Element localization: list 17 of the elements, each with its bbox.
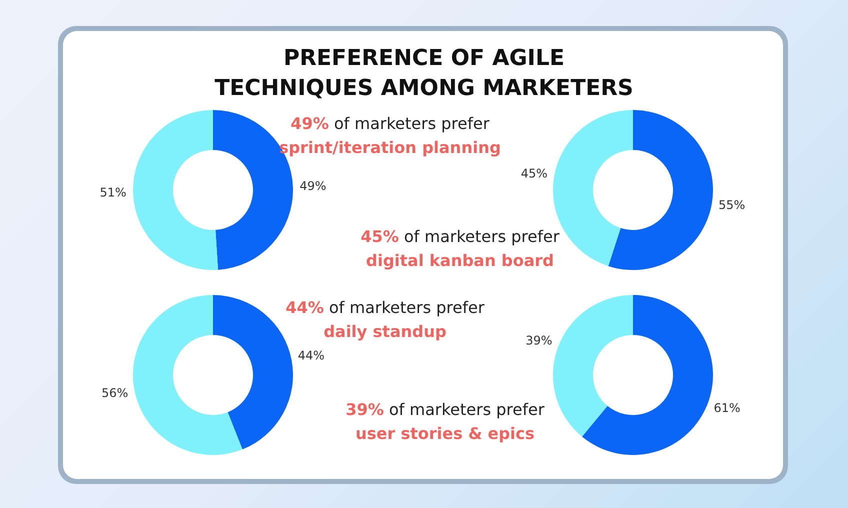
text: 45% of marketers prefer (360, 226, 560, 248)
data-label: 45% (520, 166, 548, 180)
data-label: 51% (100, 185, 126, 200)
text: PREFERENCE OF AGILE TECHNIQUES AMONG MARKETERS (214, 45, 634, 103)
text: 39% of marketers prefer (344, 399, 546, 421)
text: 44% of marketers prefer (284, 297, 486, 319)
data-label: 39% (526, 333, 552, 348)
data-label: 61% (714, 401, 740, 415)
data-label: 55% (718, 198, 746, 212)
data-label: 44% (298, 348, 325, 362)
data-label: 56% (101, 386, 128, 400)
text: sprint/iteration planning (278, 137, 502, 159)
text: digital kanban board (365, 250, 555, 272)
text: user stories & epics (354, 423, 536, 445)
text: 49% of marketers prefer (290, 113, 490, 135)
data-label: 49% (300, 178, 326, 193)
text: daily standup (322, 321, 448, 343)
